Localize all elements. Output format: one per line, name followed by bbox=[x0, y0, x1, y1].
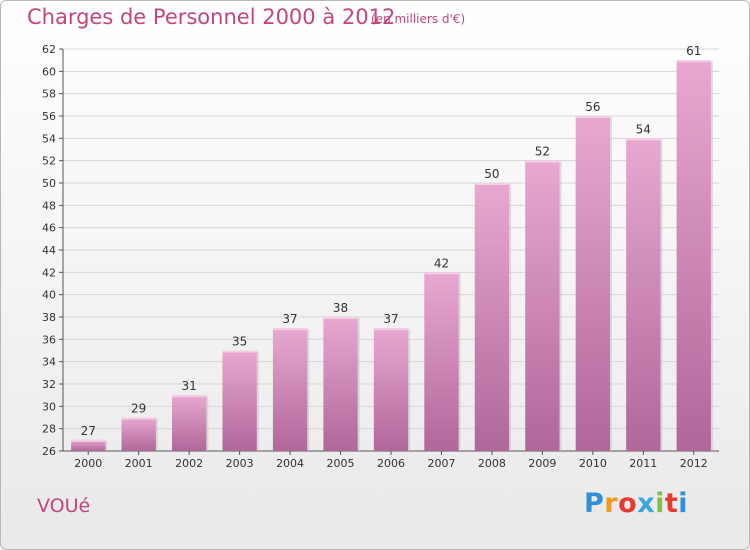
bar bbox=[272, 328, 308, 451]
y-tick-label: 38 bbox=[42, 311, 56, 324]
data-label: 37 bbox=[383, 312, 398, 326]
bar-highlight bbox=[474, 183, 510, 185]
data-label: 42 bbox=[434, 256, 449, 270]
bar bbox=[424, 272, 459, 451]
x-tick-label: 2007 bbox=[427, 457, 455, 470]
y-tick-label: 28 bbox=[42, 423, 56, 436]
bar bbox=[575, 116, 611, 451]
bar-highlight bbox=[323, 317, 358, 319]
y-tick-label: 42 bbox=[42, 266, 56, 279]
bar bbox=[474, 183, 510, 451]
data-label: 27 bbox=[81, 424, 96, 438]
logo-letter: P bbox=[584, 488, 605, 519]
y-tick-label: 50 bbox=[42, 177, 56, 190]
bar-highlight bbox=[424, 272, 459, 275]
x-tick-label: 2009 bbox=[528, 457, 556, 470]
data-label: 52 bbox=[535, 145, 550, 159]
bar-highlight bbox=[171, 395, 207, 398]
bar bbox=[676, 60, 711, 452]
chart-title: Charges de Personnel 2000 à 2012 bbox=[27, 5, 396, 29]
commune-name: VOUé bbox=[37, 495, 91, 517]
x-tick-label: 2001 bbox=[125, 457, 153, 470]
x-tick-label: 2006 bbox=[377, 457, 405, 470]
logo-letter: o bbox=[618, 488, 638, 519]
y-tick-label: 44 bbox=[42, 244, 56, 257]
data-label: 38 bbox=[333, 301, 348, 315]
bar-highlight bbox=[575, 116, 611, 118]
data-label: 29 bbox=[131, 402, 146, 416]
bar-highlight bbox=[71, 439, 106, 442]
y-tick-label: 56 bbox=[42, 110, 56, 123]
proxiti-logo: Proxiti bbox=[584, 488, 688, 519]
bar-highlight bbox=[121, 417, 156, 420]
y-tick-label: 48 bbox=[42, 199, 56, 212]
data-label: 50 bbox=[484, 167, 499, 181]
x-tick-label: 2005 bbox=[327, 457, 355, 470]
data-label: 56 bbox=[585, 100, 600, 114]
bar bbox=[323, 317, 358, 451]
bar bbox=[121, 417, 156, 451]
data-label: 35 bbox=[232, 335, 247, 349]
x-tick-label: 2012 bbox=[680, 457, 708, 470]
logo-letter: i bbox=[678, 488, 689, 519]
x-tick-label: 2002 bbox=[175, 457, 203, 470]
bar-highlight bbox=[222, 350, 257, 353]
x-tick-label: 2003 bbox=[226, 457, 254, 470]
logo-letter: x bbox=[637, 488, 656, 519]
data-label: 31 bbox=[182, 379, 197, 393]
bar-highlight bbox=[373, 328, 409, 331]
chart-subtitle: (en milliers d'€) bbox=[371, 12, 466, 26]
y-tick-label: 36 bbox=[42, 333, 56, 346]
y-tick-label: 60 bbox=[42, 65, 56, 78]
bar bbox=[71, 439, 106, 451]
x-tick-label: 2011 bbox=[629, 457, 657, 470]
y-tick-label: 62 bbox=[42, 43, 56, 56]
y-tick-label: 40 bbox=[42, 289, 56, 302]
y-tick-label: 32 bbox=[42, 378, 56, 391]
bar-highlight bbox=[525, 160, 560, 163]
bar-highlight bbox=[626, 138, 661, 141]
y-tick-label: 26 bbox=[42, 445, 56, 458]
data-label: 37 bbox=[282, 312, 297, 326]
data-label: 54 bbox=[636, 122, 651, 136]
bar bbox=[373, 328, 409, 451]
logo-letter: i bbox=[655, 488, 665, 519]
bar bbox=[626, 138, 661, 452]
x-tick-label: 2000 bbox=[74, 457, 102, 470]
x-tick-label: 2004 bbox=[276, 457, 304, 470]
bar bbox=[525, 160, 560, 451]
y-tick-label: 30 bbox=[42, 400, 56, 413]
y-tick-label: 58 bbox=[42, 88, 56, 101]
logo-letter: r bbox=[604, 488, 619, 519]
bar-highlight bbox=[676, 60, 711, 63]
x-tick-label: 2010 bbox=[579, 457, 607, 470]
bar-highlight bbox=[272, 328, 308, 331]
bar bbox=[171, 395, 207, 451]
x-tick-label: 2008 bbox=[478, 457, 506, 470]
data-label: 61 bbox=[686, 44, 701, 58]
y-tick-label: 52 bbox=[42, 155, 56, 168]
y-tick-label: 34 bbox=[42, 356, 56, 369]
y-tick-label: 54 bbox=[42, 132, 56, 145]
y-tick-label: 46 bbox=[42, 222, 56, 235]
logo-letter: t bbox=[664, 488, 679, 519]
bar bbox=[222, 350, 257, 451]
